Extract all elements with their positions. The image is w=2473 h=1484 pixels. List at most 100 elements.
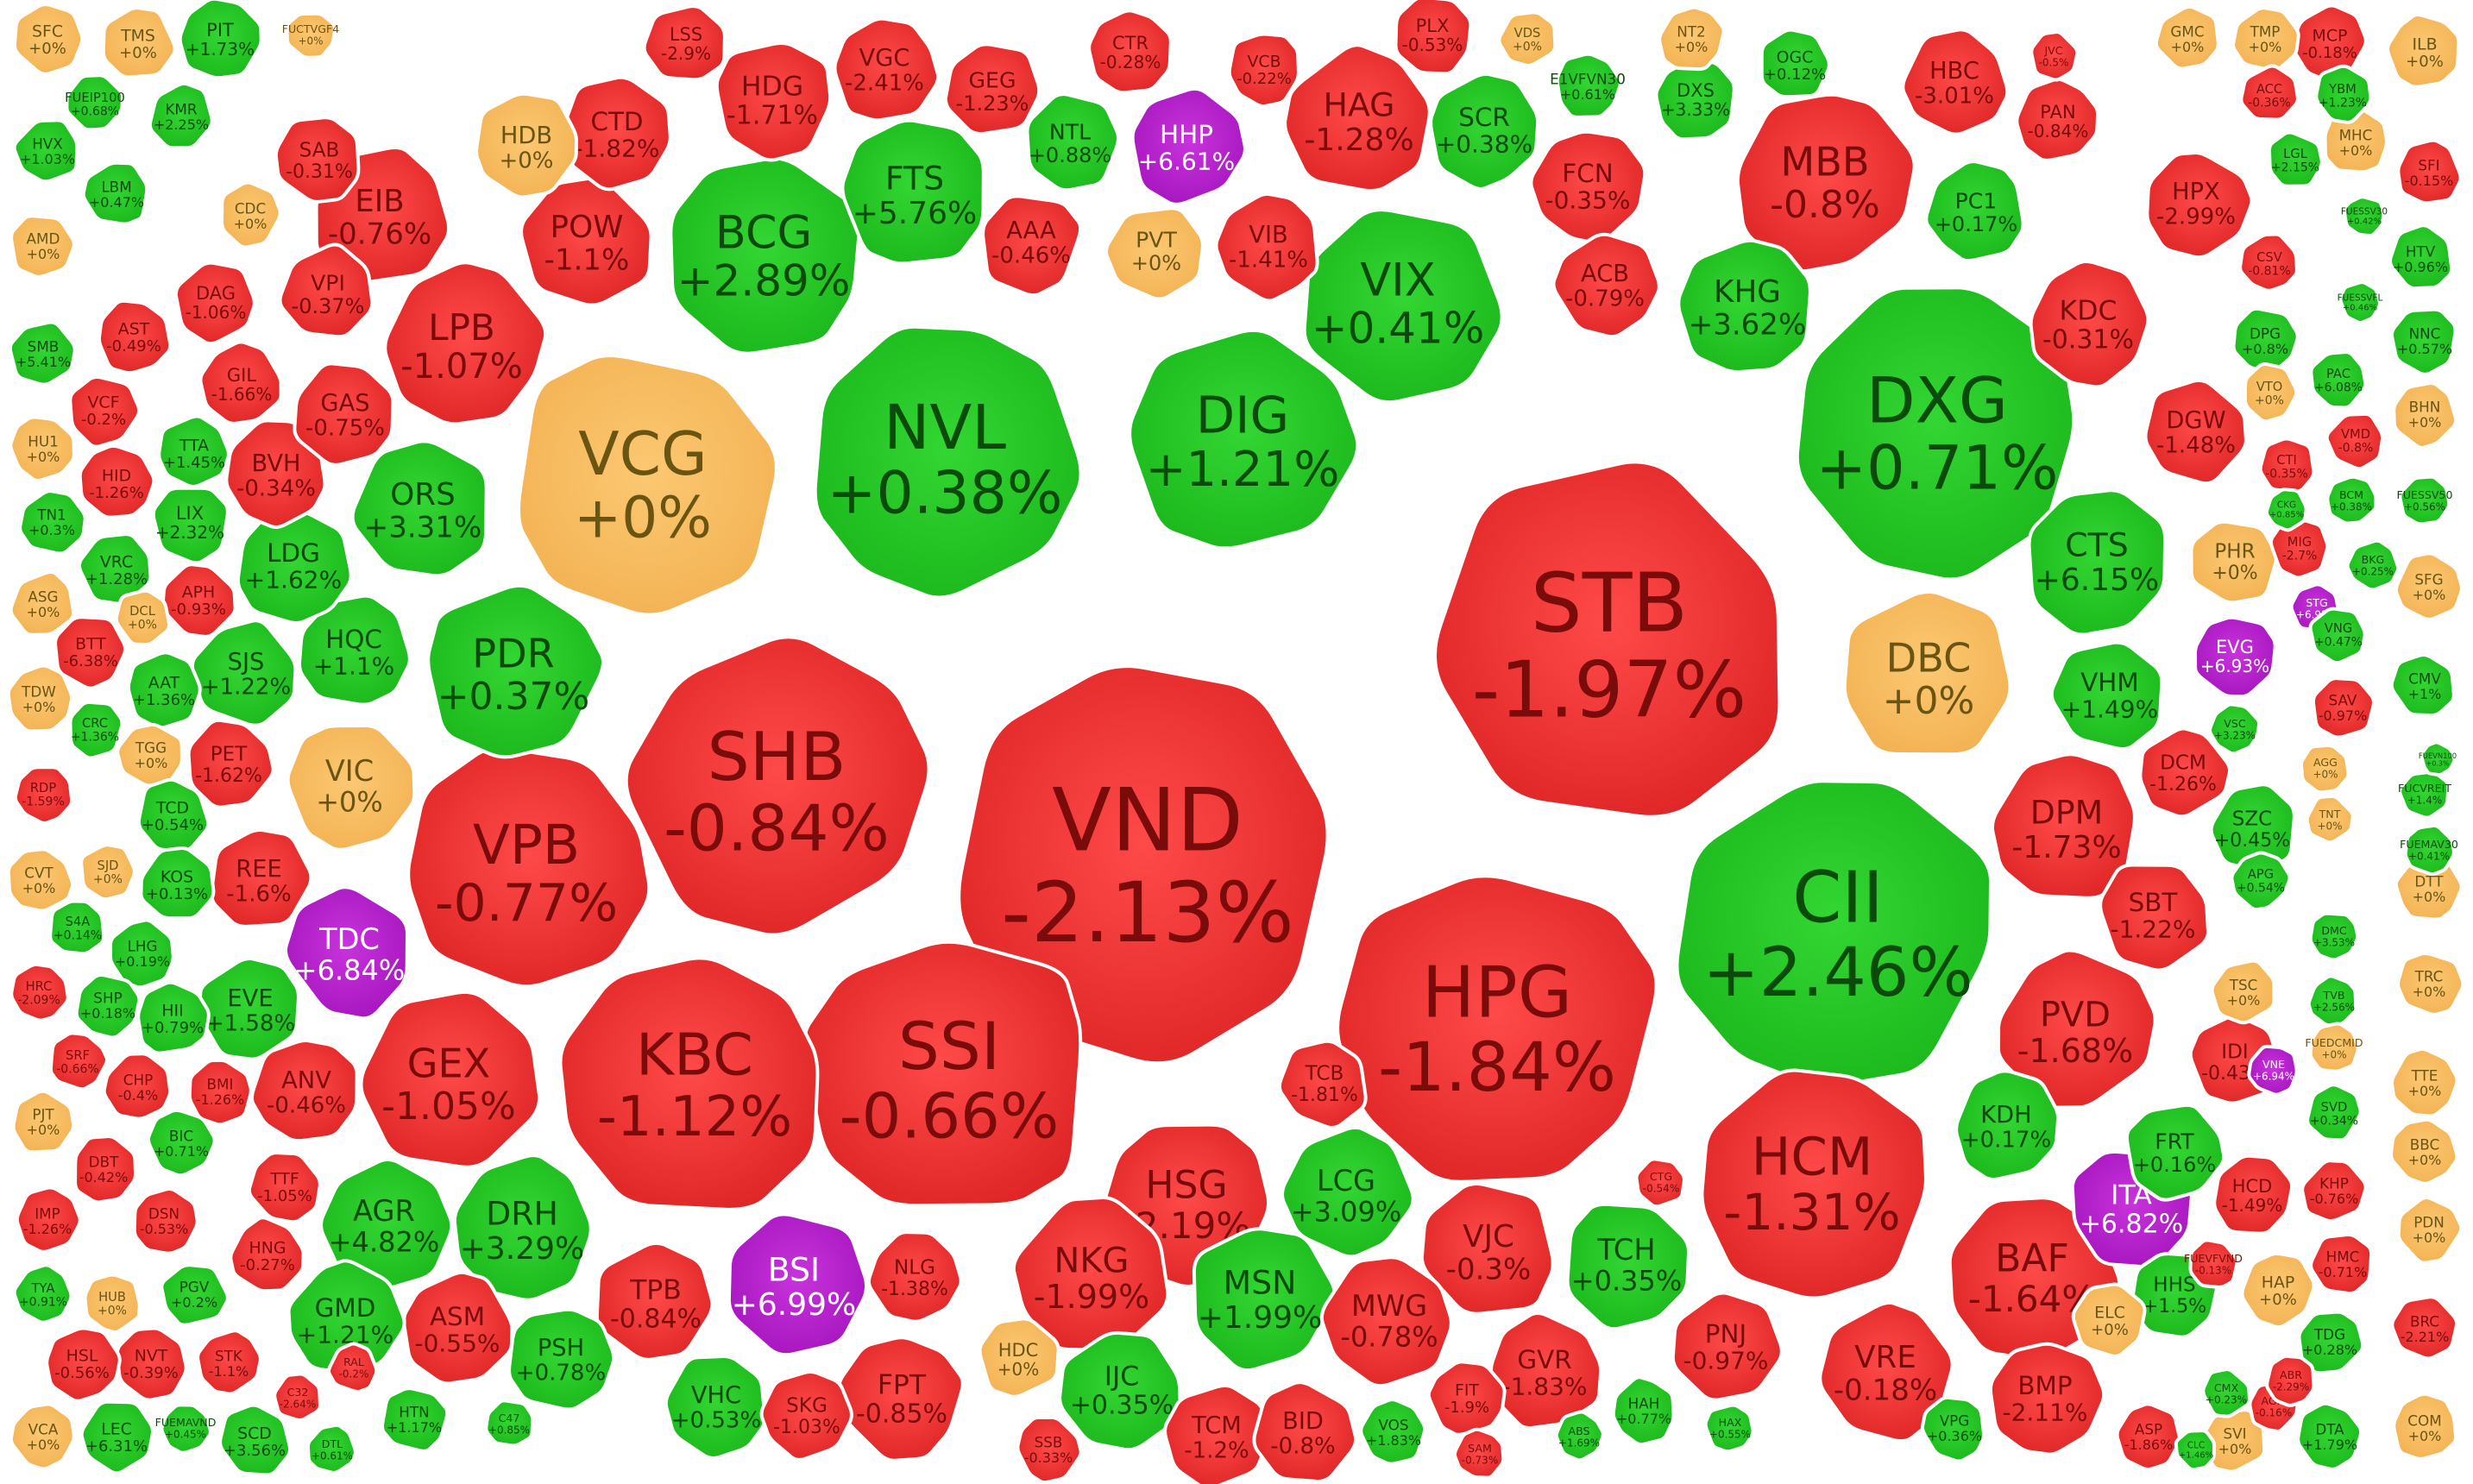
heatmap-cell-gex[interactable]: GEX-1.05%	[359, 990, 542, 1169]
heatmap-cell-cmv[interactable]: CMV+1%	[2389, 652, 2456, 718]
heatmap-cell-hap[interactable]: HAP+0%	[2240, 1251, 2316, 1330]
heatmap-cell-nnc[interactable]: NNC+0.57%	[2390, 307, 2457, 376]
heatmap-cell-dgw[interactable]: DGW-1.48%	[2143, 378, 2248, 486]
heatmap-cell-dtt[interactable]: DTT+0%	[2394, 853, 2464, 921]
heatmap-cell-anv[interactable]: ANV-0.46%	[250, 1039, 359, 1143]
heatmap-cell-abr[interactable]: ABR-2.29%	[2265, 1354, 2316, 1407]
heatmap-cell-agg[interactable]: AGG+0%	[2300, 743, 2350, 795]
heatmap-cell-fuctvgf4[interactable]: FUCTVGF4+0%	[282, 11, 340, 60]
heatmap-cell-mhc[interactable]: MHC+0%	[2323, 107, 2388, 174]
heatmap-cell-cvt[interactable]: CVT+0%	[6, 847, 75, 913]
heatmap-cell-bid[interactable]: BID-0.8%	[1252, 1380, 1358, 1483]
heatmap-cell-bcg[interactable]: BCG+2.89%	[669, 156, 862, 355]
heatmap-cell-tch[interactable]: TCH+0.35%	[1565, 1202, 1691, 1331]
heatmap-cell-bkg[interactable]: BKG+0.25%	[2345, 538, 2401, 592]
heatmap-cell-gas[interactable]: GAS-0.75%	[293, 362, 395, 467]
heatmap-cell-tta[interactable]: TTA+1.45%	[157, 414, 230, 488]
heatmap-cell-hid[interactable]: HID-1.26%	[78, 443, 156, 519]
heatmap-cell-vpb[interactable]: VPB-0.77%	[406, 745, 651, 989]
heatmap-cell-agr[interactable]: AGR+4.82%	[319, 1158, 454, 1292]
heatmap-cell-hqc[interactable]: HQC+1.1%	[297, 594, 412, 707]
heatmap-cell-ors[interactable]: ORS+3.31%	[350, 439, 488, 578]
heatmap-cell-ral[interactable]: RAL-0.2%	[327, 1342, 379, 1394]
heatmap-cell-vds[interactable]: VDS+0%	[1497, 10, 1557, 67]
heatmap-cell-skg[interactable]: SKG-1.03%	[759, 1370, 853, 1462]
heatmap-cell-lgl[interactable]: LGL+2.15%	[2267, 130, 2324, 188]
heatmap-cell-bcm[interactable]: BCM+0.38%	[2325, 475, 2378, 525]
heatmap-cell-evg[interactable]: EVG+6.93%	[2193, 615, 2277, 699]
heatmap-cell-cti[interactable]: CTI-0.35%	[2258, 437, 2316, 494]
heatmap-cell-amd[interactable]: AMD+0%	[9, 214, 76, 279]
heatmap-cell-ctr[interactable]: CTR-0.28%	[1087, 9, 1173, 95]
heatmap-cell-fueip100[interactable]: FUEIP100+0.68%	[65, 73, 125, 132]
heatmap-cell-pan[interactable]: PAN-0.84%	[2015, 77, 2100, 162]
heatmap-cell-pgv[interactable]: PGV+0.2%	[160, 1263, 230, 1327]
heatmap-cell-pc1[interactable]: PC1+0.17%	[1924, 160, 2025, 263]
heatmap-cell-csv[interactable]: CSV-0.81%	[2238, 232, 2299, 292]
heatmap-cell-pjt[interactable]: PJT+0%	[11, 1089, 76, 1154]
heatmap-cell-vpi[interactable]: VPI-0.37%	[278, 242, 374, 339]
heatmap-cell-sbt[interactable]: SBT-1.22%	[2099, 863, 2211, 972]
heatmap-cell-sav[interactable]: SAV-0.97%	[2311, 676, 2375, 739]
heatmap-cell-abs[interactable]: ABS+1.69%	[1554, 1410, 1605, 1462]
heatmap-cell-ckg[interactable]: CKG+0.85%	[2264, 487, 2308, 532]
heatmap-cell-fuevfvnd[interactable]: FUEVFVND-0.13%	[2184, 1238, 2243, 1289]
heatmap-cell-tcd[interactable]: TCD+0.54%	[136, 777, 211, 852]
heatmap-cell-brc[interactable]: BRC-2.21%	[2390, 1295, 2459, 1361]
heatmap-cell-fuemav30[interactable]: FUEMAV30+0.41%	[2400, 823, 2458, 877]
heatmap-cell-btt[interactable]: BTT-6.38%	[53, 615, 128, 690]
heatmap-cell-c32[interactable]: C32-2.64%	[273, 1372, 322, 1422]
heatmap-cell-scd[interactable]: SCD+3.56%	[218, 1403, 293, 1477]
heatmap-cell-vnd[interactable]: VND-2.13%	[957, 664, 1330, 1066]
heatmap-cell-drh[interactable]: DRH+3.29%	[452, 1154, 593, 1302]
heatmap-cell-acc[interactable]: ACC-0.36%	[2239, 64, 2300, 122]
heatmap-cell-hsl[interactable]: HSL-0.56%	[45, 1326, 122, 1403]
heatmap-cell-htv[interactable]: HTV+0.96%	[2388, 223, 2454, 291]
heatmap-cell-hpg[interactable]: HPG-1.84%	[1336, 874, 1658, 1184]
heatmap-cell-hcm[interactable]: HCM-1.31%	[1700, 1068, 1928, 1300]
heatmap-cell-nlg[interactable]: NLG-1.38%	[866, 1230, 963, 1324]
heatmap-cell-idi[interactable]: IDI-0.43%	[2188, 1014, 2281, 1105]
heatmap-cell-hax[interactable]: HAX+0.55%	[1703, 1403, 1755, 1454]
heatmap-cell-vhc[interactable]: VHC+0.53%	[664, 1355, 767, 1461]
heatmap-cell-dbt[interactable]: DBT-0.42%	[73, 1135, 138, 1204]
heatmap-cell-elc[interactable]: ELC+0%	[2071, 1282, 2147, 1358]
heatmap-cell-rdp[interactable]: RDP-1.59%	[13, 765, 74, 825]
heatmap-cell-cts[interactable]: CTS+6.15%	[2027, 488, 2168, 637]
heatmap-cell-ogc[interactable]: OGC+0.12%	[1759, 28, 1831, 99]
heatmap-cell-tcb[interactable]: TCB-1.81%	[1277, 1039, 1368, 1130]
heatmap-cell-bmi[interactable]: BMI-1.26%	[187, 1058, 253, 1127]
heatmap-cell-ttf[interactable]: TTF-1.05%	[247, 1151, 322, 1224]
heatmap-cell-aaa[interactable]: AAA-0.46%	[981, 194, 1083, 298]
heatmap-cell-sfc[interactable]: SFC+0%	[12, 3, 85, 76]
heatmap-cell-vgc[interactable]: VGC-2.41%	[833, 16, 941, 123]
heatmap-cell-e1vfvn30[interactable]: E1VFVN30+0.61%	[1550, 52, 1626, 119]
heatmap-cell-hmc[interactable]: HMC-0.71%	[2309, 1232, 2374, 1296]
heatmap-cell-fucvreit[interactable]: FUCVREIT+1.4%	[2398, 770, 2451, 820]
heatmap-cell-vcb[interactable]: VCB-0.22%	[1227, 32, 1300, 109]
heatmap-cell-tgg[interactable]: TGG+0%	[116, 722, 184, 788]
heatmap-cell-pet[interactable]: PET-1.62%	[186, 718, 275, 809]
heatmap-cell-nkg[interactable]: NKG-1.99%	[1011, 1195, 1170, 1352]
heatmap-cell-jvc[interactable]: JVC-0.5%	[2029, 30, 2080, 82]
heatmap-cell-dcm[interactable]: DCM-1.26%	[2138, 726, 2232, 819]
heatmap-cell-fpt[interactable]: FPT-0.85%	[837, 1336, 965, 1462]
heatmap-cell-pdn[interactable]: PDN+0%	[2396, 1196, 2464, 1265]
heatmap-cell-hu1[interactable]: HU1+0%	[9, 415, 76, 482]
heatmap-cell-srf[interactable]: SRF-0.66%	[48, 1031, 110, 1091]
heatmap-cell-apg[interactable]: APG+0.54%	[2230, 851, 2292, 912]
heatmap-cell-dig[interactable]: DIG+1.21%	[1128, 328, 1360, 550]
heatmap-cell-imp[interactable]: IMP-1.26%	[15, 1185, 82, 1254]
heatmap-cell-vmd[interactable]: VMD-0.8%	[2325, 412, 2385, 471]
heatmap-cell-vjc[interactable]: VJC-0.3%	[1419, 1182, 1555, 1316]
heatmap-cell-vre[interactable]: VRE-0.18%	[1818, 1300, 1954, 1443]
heatmap-cell-htn[interactable]: HTN+1.17%	[381, 1387, 450, 1453]
heatmap-cell-dtl[interactable]: DTL+0.61%	[305, 1423, 357, 1475]
heatmap-cell-dcl[interactable]: DCL+0%	[114, 588, 171, 646]
heatmap-cell-asp[interactable]: ASP-1.86%	[2115, 1402, 2181, 1472]
heatmap-cell-nt2[interactable]: NT2+0%	[1658, 5, 1726, 72]
heatmap-cell-bhn[interactable]: BHN+0%	[2392, 381, 2458, 450]
heatmap-cell-vhm[interactable]: VHM+1.49%	[2049, 640, 2164, 751]
heatmap-cell-ree[interactable]: REE-1.6%	[210, 827, 313, 928]
heatmap-cell-fts[interactable]: FTS+5.76%	[840, 118, 985, 266]
